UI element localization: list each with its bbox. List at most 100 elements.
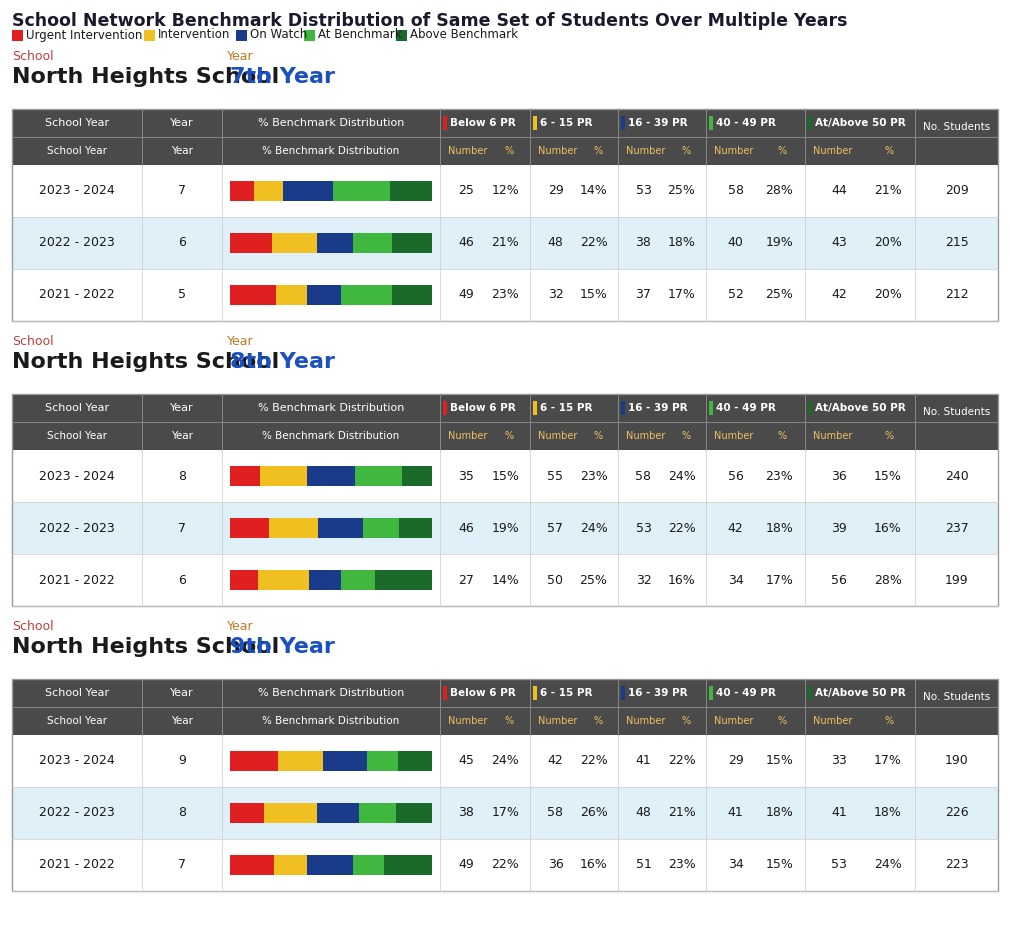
Text: At/Above 50 PR: At/Above 50 PR xyxy=(815,118,906,128)
Text: 40 - 49 PR: 40 - 49 PR xyxy=(716,403,776,413)
Bar xyxy=(283,181,333,201)
Bar xyxy=(307,466,356,486)
Bar xyxy=(384,855,432,875)
Text: 37: 37 xyxy=(635,289,651,302)
Text: 46: 46 xyxy=(459,522,475,535)
Text: Urgent Intervention: Urgent Intervention xyxy=(26,29,142,42)
Bar xyxy=(621,401,625,415)
Bar xyxy=(230,855,275,875)
Text: Number: Number xyxy=(813,716,852,726)
Text: Number: Number xyxy=(448,431,488,441)
Bar xyxy=(709,116,713,130)
Text: 22%: 22% xyxy=(492,858,519,871)
Bar xyxy=(12,394,998,450)
Text: 22%: 22% xyxy=(668,755,696,768)
Bar xyxy=(398,751,432,771)
Text: 2021 - 2022: 2021 - 2022 xyxy=(39,574,115,586)
Bar xyxy=(341,570,376,590)
Text: School: School xyxy=(12,50,54,63)
Text: Year: Year xyxy=(171,716,193,726)
Bar xyxy=(533,116,537,130)
Text: 49: 49 xyxy=(459,858,475,871)
Text: 51: 51 xyxy=(635,858,651,871)
Text: 22%: 22% xyxy=(580,755,607,768)
Bar xyxy=(235,30,246,41)
Text: 2023 - 2024: 2023 - 2024 xyxy=(39,755,115,768)
Text: 15%: 15% xyxy=(766,755,793,768)
Text: 25%: 25% xyxy=(766,289,793,302)
Bar xyxy=(144,30,156,41)
Text: 32: 32 xyxy=(547,289,564,302)
Text: 23%: 23% xyxy=(668,858,696,871)
Bar xyxy=(230,803,265,823)
Text: Number: Number xyxy=(448,716,488,726)
Text: 6: 6 xyxy=(178,237,186,250)
Text: School Year: School Year xyxy=(47,716,107,726)
Bar xyxy=(12,735,998,787)
Text: North Heights School: North Heights School xyxy=(12,67,279,87)
Text: School: School xyxy=(12,335,54,348)
Text: % Benchmark Distribution: % Benchmark Distribution xyxy=(263,716,400,726)
Bar xyxy=(255,181,283,201)
Text: At/Above 50 PR: At/Above 50 PR xyxy=(815,403,906,413)
Text: 14%: 14% xyxy=(492,574,519,586)
Text: At Benchmark: At Benchmark xyxy=(318,29,402,42)
Text: 9th Year: 9th Year xyxy=(230,637,335,657)
Bar xyxy=(709,686,713,700)
Text: 33: 33 xyxy=(831,755,846,768)
Text: 7: 7 xyxy=(178,184,186,198)
Text: 16 - 39 PR: 16 - 39 PR xyxy=(628,403,688,413)
Text: % Benchmark Distribution: % Benchmark Distribution xyxy=(263,146,400,156)
Text: 15%: 15% xyxy=(874,470,902,483)
Text: %: % xyxy=(593,431,603,441)
Text: 7th Year: 7th Year xyxy=(230,67,335,87)
Text: 55: 55 xyxy=(547,470,564,483)
Text: 16 - 39 PR: 16 - 39 PR xyxy=(628,688,688,698)
Bar xyxy=(808,116,812,130)
Bar xyxy=(533,401,537,415)
Bar xyxy=(279,751,323,771)
Text: 39: 39 xyxy=(831,522,846,535)
Text: Number: Number xyxy=(626,716,666,726)
Text: 7: 7 xyxy=(178,522,186,535)
Text: 21%: 21% xyxy=(492,237,519,250)
Text: 18%: 18% xyxy=(874,807,902,820)
Bar xyxy=(265,803,317,823)
Text: 17%: 17% xyxy=(874,755,902,768)
Bar xyxy=(443,116,447,130)
Text: % Benchmark Distribution: % Benchmark Distribution xyxy=(258,688,404,698)
Text: Intervention: Intervention xyxy=(159,29,230,42)
Text: 6 - 15 PR: 6 - 15 PR xyxy=(540,403,593,413)
Bar xyxy=(323,751,368,771)
Text: Year: Year xyxy=(171,688,194,698)
Bar xyxy=(392,285,432,305)
Text: %: % xyxy=(593,716,603,726)
Text: 18%: 18% xyxy=(766,522,793,535)
Text: 199: 199 xyxy=(944,574,969,586)
Text: 38: 38 xyxy=(635,237,651,250)
Text: Year: Year xyxy=(227,335,254,348)
Text: 36: 36 xyxy=(547,858,564,871)
Text: % Benchmark Distribution: % Benchmark Distribution xyxy=(258,118,404,128)
Bar xyxy=(12,394,998,606)
Text: 6 - 15 PR: 6 - 15 PR xyxy=(540,118,593,128)
Text: 23%: 23% xyxy=(492,289,519,302)
Bar xyxy=(12,109,998,321)
Text: %: % xyxy=(778,431,787,441)
Bar xyxy=(317,233,353,253)
Text: 28%: 28% xyxy=(766,184,793,198)
Text: %: % xyxy=(884,431,893,441)
Bar xyxy=(808,401,812,415)
Text: 27: 27 xyxy=(459,574,475,586)
Text: 8: 8 xyxy=(178,470,186,483)
Text: School: School xyxy=(12,620,54,633)
Text: 215: 215 xyxy=(944,237,969,250)
Bar xyxy=(12,165,998,217)
Text: 6 - 15 PR: 6 - 15 PR xyxy=(540,688,593,698)
Text: 2022 - 2023: 2022 - 2023 xyxy=(39,237,115,250)
Text: 21%: 21% xyxy=(874,184,902,198)
Text: 17%: 17% xyxy=(668,289,696,302)
Text: %: % xyxy=(682,716,691,726)
Text: Number: Number xyxy=(626,431,666,441)
Text: North Heights School: North Heights School xyxy=(12,637,279,657)
